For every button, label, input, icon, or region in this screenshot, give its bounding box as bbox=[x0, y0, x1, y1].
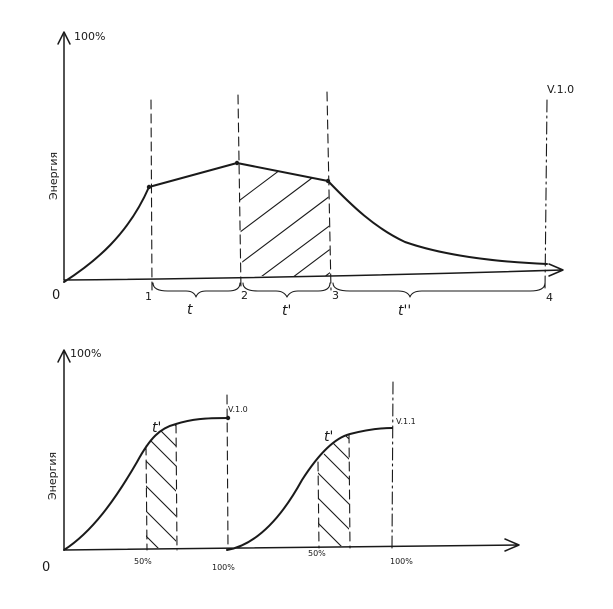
top-x-axis bbox=[63, 269, 563, 281]
bottom-curve2-interval-label: t' bbox=[324, 429, 333, 445]
top-hatched-area bbox=[237, 163, 330, 276]
top-interval-label-t: t bbox=[187, 302, 193, 318]
bottom-origin-label: 0 bbox=[42, 560, 50, 575]
bottom-version-marker-2 bbox=[391, 381, 394, 549]
top-x-point-label-1: 1 bbox=[145, 290, 152, 303]
bottom-y-axis-label: Энергия bbox=[46, 452, 59, 500]
top-brace-t bbox=[152, 282, 241, 298]
bottom-end-marker-2 bbox=[348, 433, 351, 549]
bottom-curve2-x-mid-label: 50% bbox=[308, 549, 326, 558]
top-diagram: 100% Энергия 0 V.1.0 1 2 3 4 t t' t'' bbox=[47, 30, 574, 319]
top-x-point-label-2: 2 bbox=[241, 289, 248, 302]
top-x-point-label-4: 4 bbox=[546, 291, 553, 304]
top-x-axis-arrow-icon bbox=[548, 263, 564, 277]
bottom-curve1-x-end-label: 100% bbox=[212, 563, 235, 572]
bottom-end-marker-1 bbox=[175, 423, 178, 551]
top-version-label: V.1.0 bbox=[547, 83, 574, 96]
top-interval-label-t-prime: t' bbox=[282, 303, 291, 319]
top-marker-4 bbox=[544, 99, 548, 291]
top-y-axis-label: Энергия bbox=[47, 152, 60, 200]
bottom-version-marker-1 bbox=[226, 394, 229, 549]
top-marker-3 bbox=[326, 91, 332, 291]
bottom-curve1-version-label: V.1.0 bbox=[228, 405, 248, 414]
bottom-y-axis-arrow-icon bbox=[57, 349, 71, 363]
bottom-mid-marker-1 bbox=[145, 445, 148, 551]
top-y-axis-arrow-icon bbox=[57, 31, 71, 45]
bottom-hatched-area-1 bbox=[146, 424, 176, 548]
top-y-max-label: 100% bbox=[74, 30, 105, 43]
top-curve-point-3 bbox=[325, 178, 331, 184]
top-energy-curve bbox=[63, 162, 548, 283]
bottom-mid-marker-2 bbox=[317, 461, 320, 549]
bottom-curve1-x-mid-label: 50% bbox=[134, 557, 152, 566]
bottom-diagram: 100% Энергия 0 V.1.0 V.1.1 t' t' 50% 100… bbox=[42, 347, 520, 575]
bottom-x-axis-arrow-icon bbox=[504, 538, 520, 552]
bottom-curve2-x-end-label: 100% bbox=[390, 557, 413, 566]
top-curve-point-1 bbox=[146, 184, 152, 190]
bottom-energy-curve-2 bbox=[226, 427, 393, 551]
top-marker-2 bbox=[237, 94, 242, 291]
bottom-energy-curve-1 bbox=[63, 417, 229, 551]
top-origin-label: 0 bbox=[52, 288, 60, 303]
bottom-y-max-label: 100% bbox=[70, 347, 101, 360]
top-brace-t-prime bbox=[242, 282, 331, 298]
top-x-point-label-3: 3 bbox=[332, 289, 339, 302]
bottom-curve2-version-label: V.1.1 bbox=[396, 417, 416, 426]
top-brace-t-double-prime bbox=[332, 282, 546, 298]
bottom-curve1-interval-label: t' bbox=[152, 420, 161, 436]
top-curve-point-2 bbox=[234, 160, 240, 166]
bottom-hatched-area-2 bbox=[318, 434, 349, 546]
bottom-curve-1-end-point bbox=[225, 415, 231, 421]
top-marker-1 bbox=[150, 99, 153, 291]
top-interval-label-t-double-prime: t'' bbox=[398, 303, 411, 319]
bottom-x-axis bbox=[63, 544, 519, 551]
